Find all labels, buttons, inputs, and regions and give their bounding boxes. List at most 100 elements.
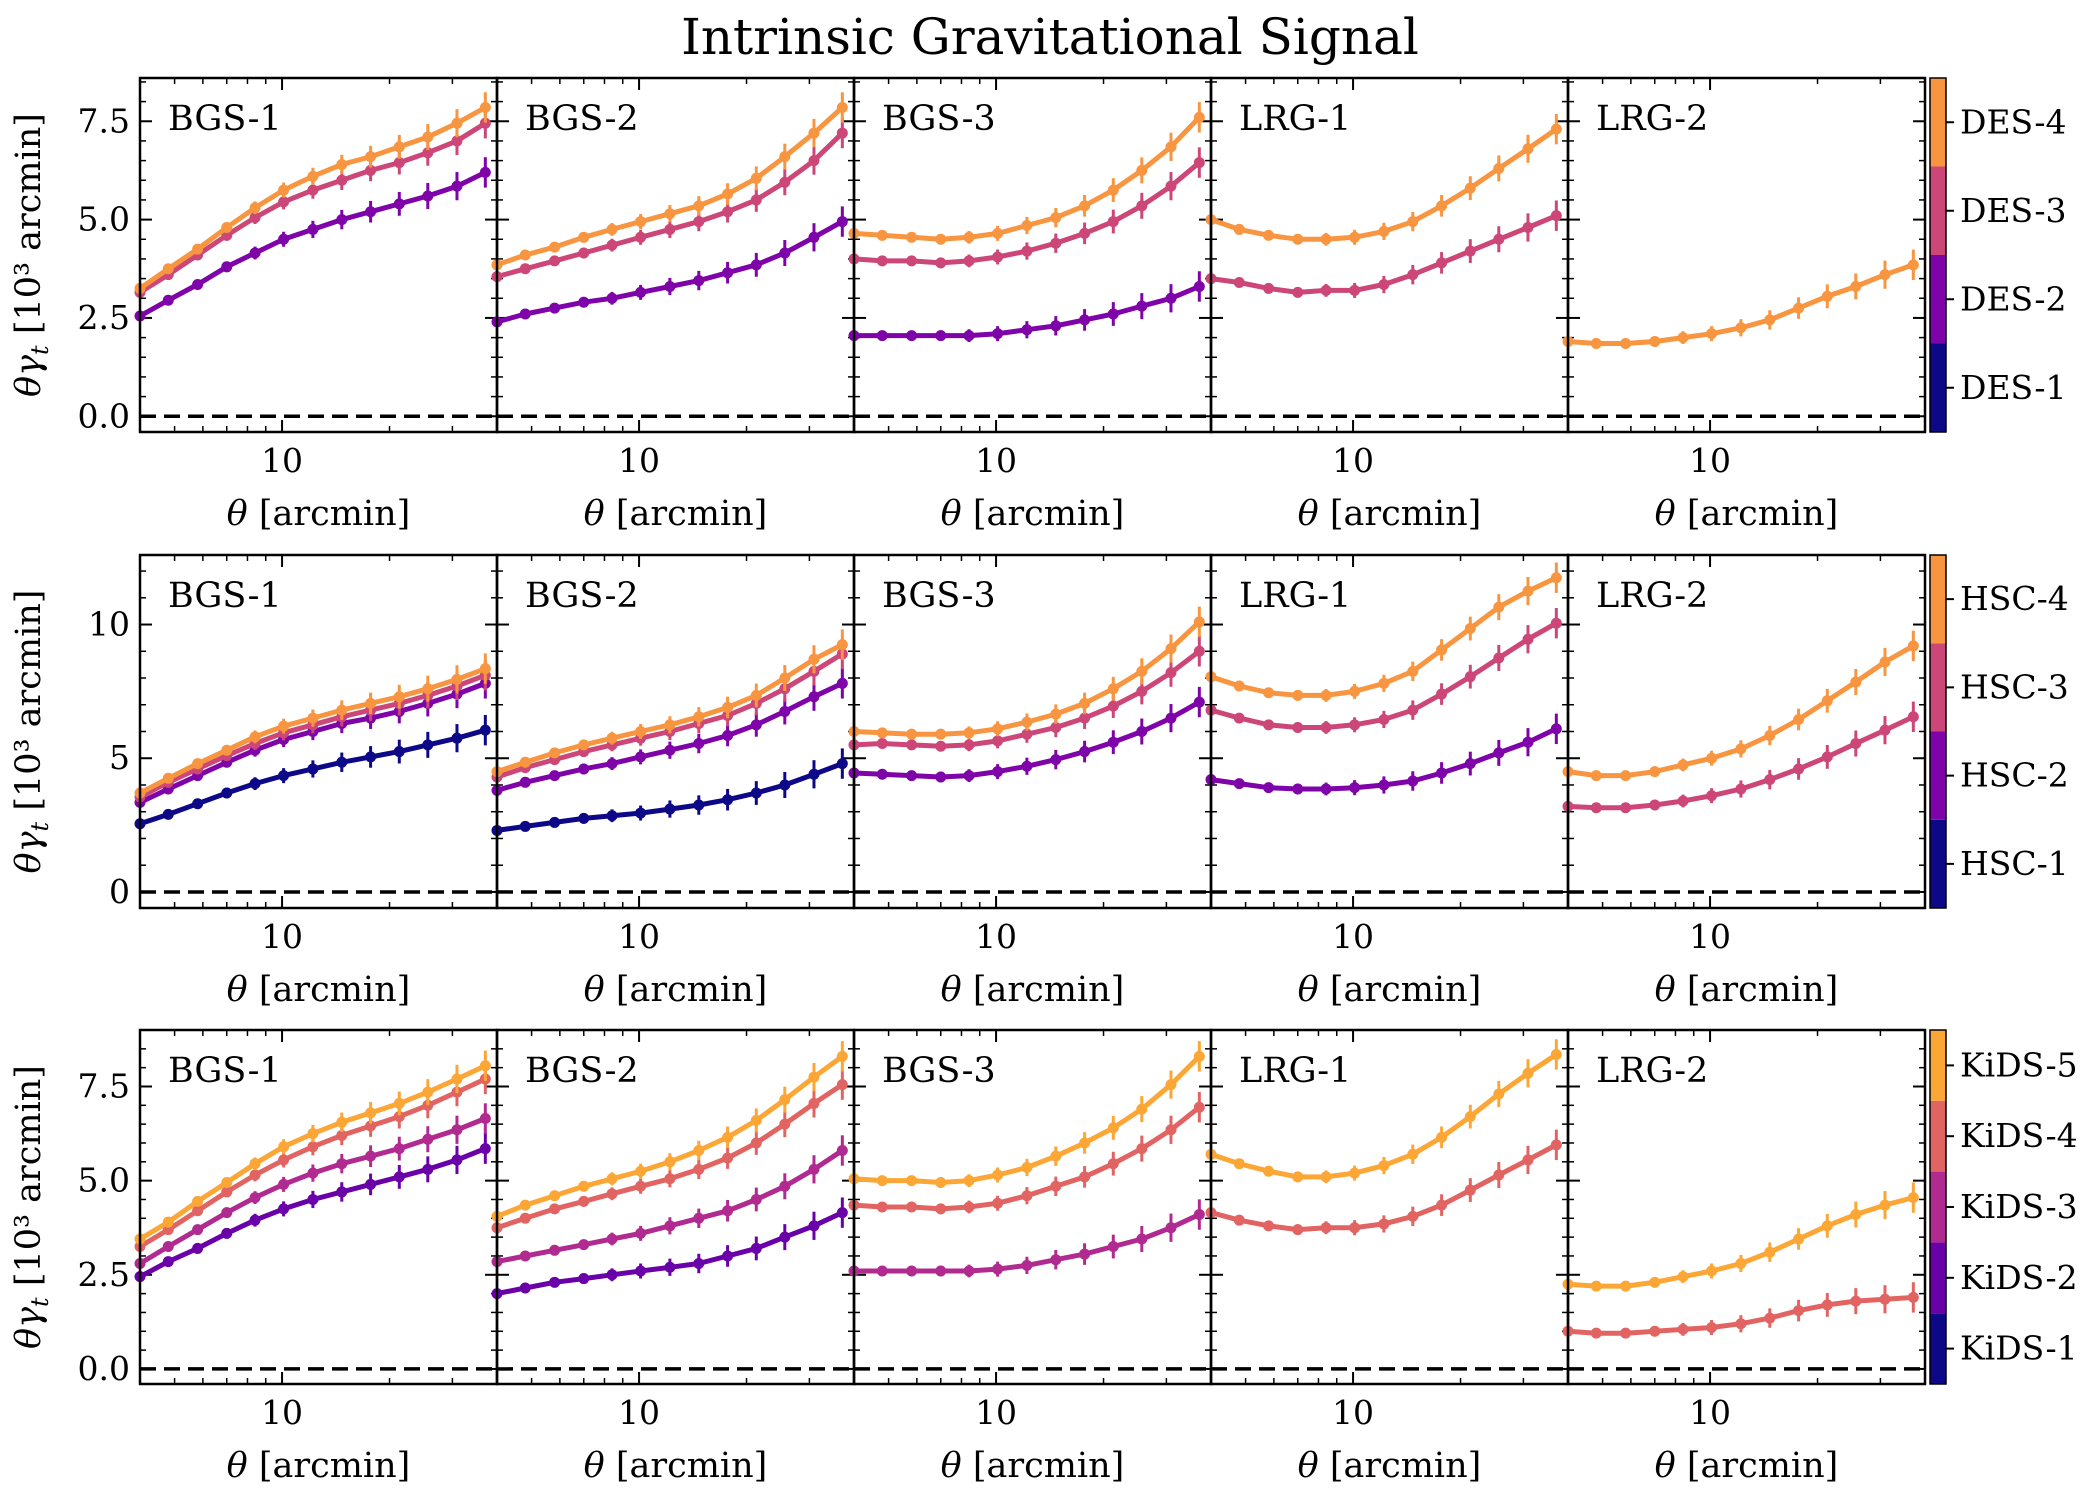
data-point [836, 677, 848, 689]
series-hsc-4 [134, 653, 491, 799]
series-des-3 [491, 117, 848, 283]
x-tick-label: 10 [1332, 917, 1374, 956]
data-point [1107, 308, 1119, 320]
x-axis-label: θ [arcmin] [1655, 494, 1839, 534]
data-point [1233, 1158, 1245, 1170]
data-point [664, 223, 676, 235]
data-point [779, 151, 791, 163]
data-point [549, 1244, 561, 1256]
data-point [1649, 1276, 1661, 1288]
data-point [606, 239, 618, 251]
series-des-2 [134, 157, 491, 322]
data-point [1879, 724, 1891, 736]
panel-frame [1566, 76, 1927, 434]
series-kids-4 [1205, 1129, 1562, 1236]
data-point [1677, 1271, 1689, 1283]
data-point [1907, 640, 1919, 652]
data-point [1677, 795, 1689, 807]
data-point [808, 1220, 820, 1232]
y-tick-label: 10 [88, 605, 130, 644]
data-point [1165, 1222, 1177, 1234]
x-tick-label: 10 [618, 441, 660, 480]
data-point [1292, 233, 1304, 245]
panel-label: LRG-1 [1239, 576, 1351, 616]
panel-1-bgs-3: 10 BGS-3 θ [arcmin] [848, 76, 1213, 534]
data-point [278, 1154, 290, 1166]
data-point [693, 275, 705, 287]
series-line [137, 120, 488, 295]
data-point [606, 1269, 618, 1281]
data-point [750, 787, 762, 799]
data-point [192, 1195, 204, 1207]
data-point [1193, 696, 1205, 708]
data-point [1233, 712, 1245, 724]
data-point [1706, 1322, 1718, 1334]
data-point [162, 772, 174, 784]
y-tick-label: 5 [109, 738, 130, 777]
panel-2-bgs-1: 10 BGS-1 θ [arcmin] [134, 553, 499, 1010]
panel-2-bgs-3: 10 BGS-3 θ [arcmin] [848, 553, 1213, 1010]
data-point [1292, 783, 1304, 795]
data-point [278, 1178, 290, 1190]
data-point [307, 712, 319, 724]
data-point [249, 247, 261, 259]
data-point [519, 820, 531, 832]
data-point [393, 157, 405, 169]
data-point [1021, 1259, 1033, 1271]
data-point [1136, 300, 1148, 312]
figure-title: Intrinsic Gravitational Signal [681, 8, 1419, 66]
row-2-y-axis: 0 5 10 θγt [10³ arcmin] [9, 590, 130, 911]
data-point [1079, 314, 1091, 326]
data-point [1907, 1291, 1919, 1303]
data-point [935, 330, 947, 342]
data-point [606, 1233, 618, 1245]
data-point [422, 147, 434, 159]
data-point [1464, 671, 1476, 683]
data-point [479, 1113, 491, 1124]
data-point [422, 1133, 434, 1145]
x-axis-label: θ [arcmin] [1298, 970, 1482, 1010]
data-point [307, 223, 319, 235]
data-point [750, 259, 762, 271]
panel-1-bgs-2: 10 BGS-2 θ [arcmin] [491, 76, 856, 534]
x-tick-label: 10 [618, 1393, 660, 1432]
y-tick-label: 0.0 [78, 1349, 130, 1388]
data-point [836, 216, 848, 228]
series-hsc-2 [848, 686, 1205, 783]
data-point [1590, 802, 1602, 814]
data-point [1464, 245, 1476, 257]
data-point [249, 202, 261, 214]
data-point [336, 174, 348, 186]
colorbar-label: KiDS-1 [1960, 1329, 2078, 1368]
series-hsc-3 [1205, 607, 1562, 734]
data-point [664, 803, 676, 815]
data-point [1493, 652, 1505, 664]
series-kids-5 [1562, 1182, 1919, 1292]
data-point [1735, 322, 1747, 334]
colorbar-label: KiDS-4 [1960, 1116, 2078, 1155]
data-point [836, 102, 848, 113]
data-point [963, 727, 975, 739]
data-point [1764, 1312, 1776, 1324]
data-point [221, 1177, 233, 1189]
data-point [722, 188, 734, 200]
data-point [1907, 711, 1919, 723]
data-point [1620, 770, 1632, 782]
colorbar-segment [1930, 643, 1946, 732]
series-hsc-2 [491, 668, 848, 796]
data-point [1493, 1088, 1505, 1100]
data-point [1165, 141, 1177, 153]
data-point [1590, 770, 1602, 782]
series-kids-2 [134, 1133, 491, 1283]
data-point [162, 1256, 174, 1268]
data-point [1233, 1214, 1245, 1226]
data-point [1436, 1199, 1448, 1211]
x-axis-label: θ [arcmin] [1655, 970, 1839, 1010]
data-point [1021, 220, 1033, 231]
data-point [635, 1165, 647, 1177]
panel-label: BGS-3 [882, 576, 996, 616]
data-point [808, 1071, 820, 1083]
x-tick-label: 10 [261, 1393, 303, 1432]
data-point [221, 744, 233, 756]
data-point [1165, 1079, 1177, 1091]
